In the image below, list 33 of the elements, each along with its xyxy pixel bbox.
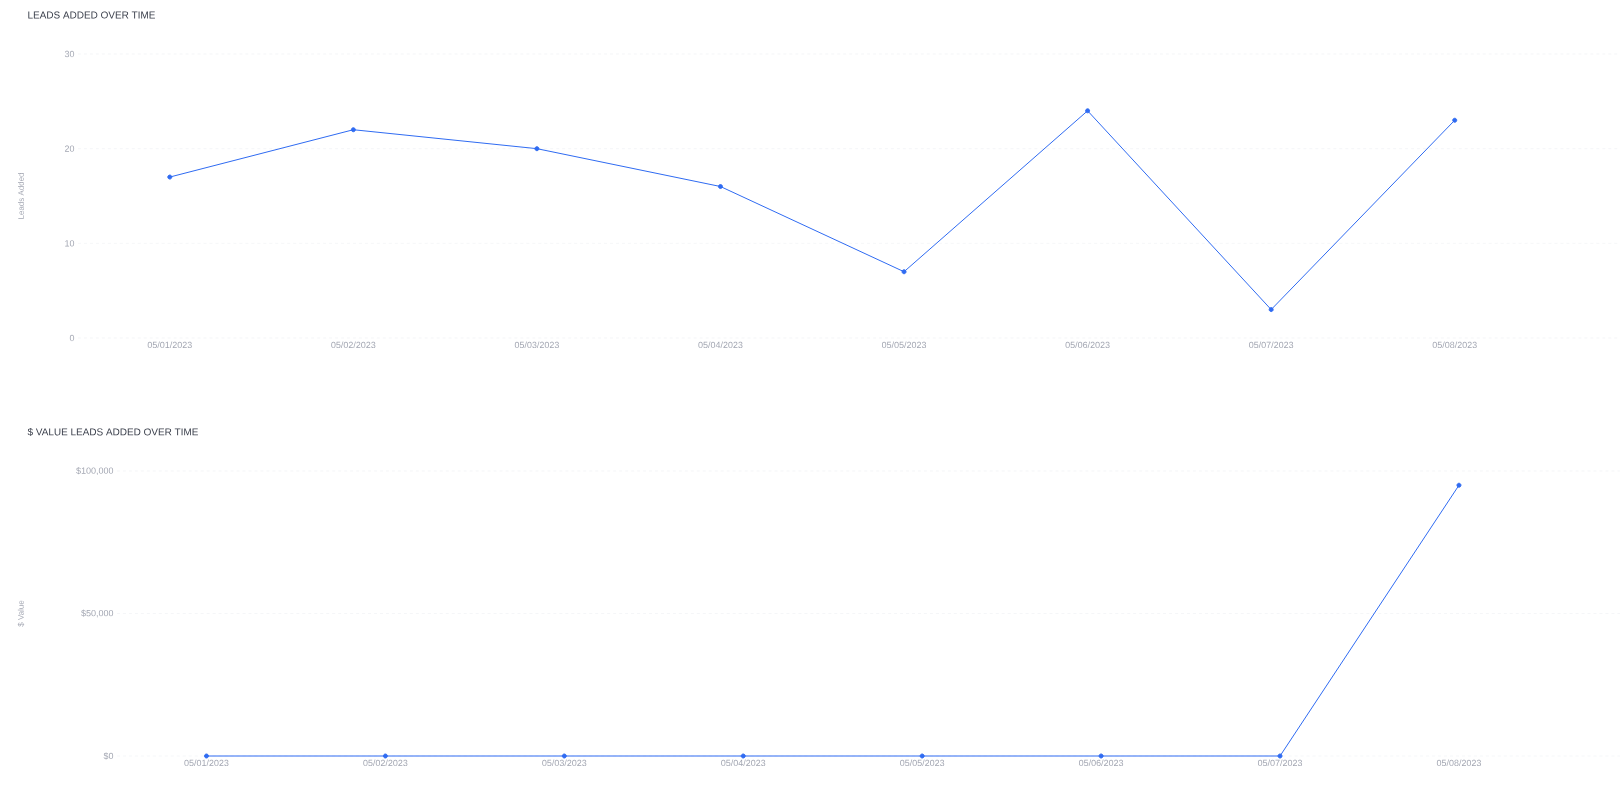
point — [167, 174, 173, 180]
y-tick-label: $0 — [103, 752, 114, 760]
x-tick-label: 05/02/2023 — [331, 341, 376, 349]
point — [717, 184, 723, 190]
point — [350, 127, 356, 133]
y-tick-label: 0 — [69, 334, 75, 342]
point — [1085, 108, 1091, 114]
x-tick-label: 05/05/2023 — [900, 759, 945, 767]
y-tick-label: $50,000 — [81, 609, 114, 618]
y-tick-label: $100,000 — [76, 467, 114, 475]
x-tick-label: 05/01/2023 — [147, 341, 192, 349]
x-tick-label: 05/07/2023 — [1257, 759, 1303, 767]
x-tick-label: 05/04/2023 — [698, 341, 743, 349]
point — [1268, 307, 1274, 313]
y-tick-label: 30 — [64, 50, 75, 58]
x-tick-label: 05/05/2023 — [881, 341, 927, 349]
x-tick-label: 05/07/2023 — [1249, 341, 1294, 349]
x-tick-label: 05/04/2023 — [721, 759, 766, 767]
point — [534, 146, 540, 152]
point — [901, 269, 907, 275]
x-tick-label: 05/08/2023 — [1436, 759, 1481, 767]
chart-title: LEADS ADDED OVER TIME — [28, 11, 155, 19]
y-tick-label: 10 — [65, 240, 75, 247]
y-tick-label: 20 — [64, 145, 75, 152]
x-tick-label: 05/06/2023 — [1079, 759, 1124, 767]
chart-title: $ VALUE LEADS ADDED OVER TIME — [27, 427, 198, 437]
x-tick-label: 05/06/2023 — [1065, 341, 1110, 349]
x-tick-label: 05/03/2023 — [542, 759, 587, 767]
x-tick-label: 05/01/2023 — [184, 759, 229, 767]
x-tick-label: 05/08/2023 — [1432, 341, 1477, 349]
point — [1452, 117, 1458, 123]
x-tick-label: 05/02/2023 — [363, 759, 408, 767]
x-tick-label: 05/03/2023 — [514, 341, 559, 349]
